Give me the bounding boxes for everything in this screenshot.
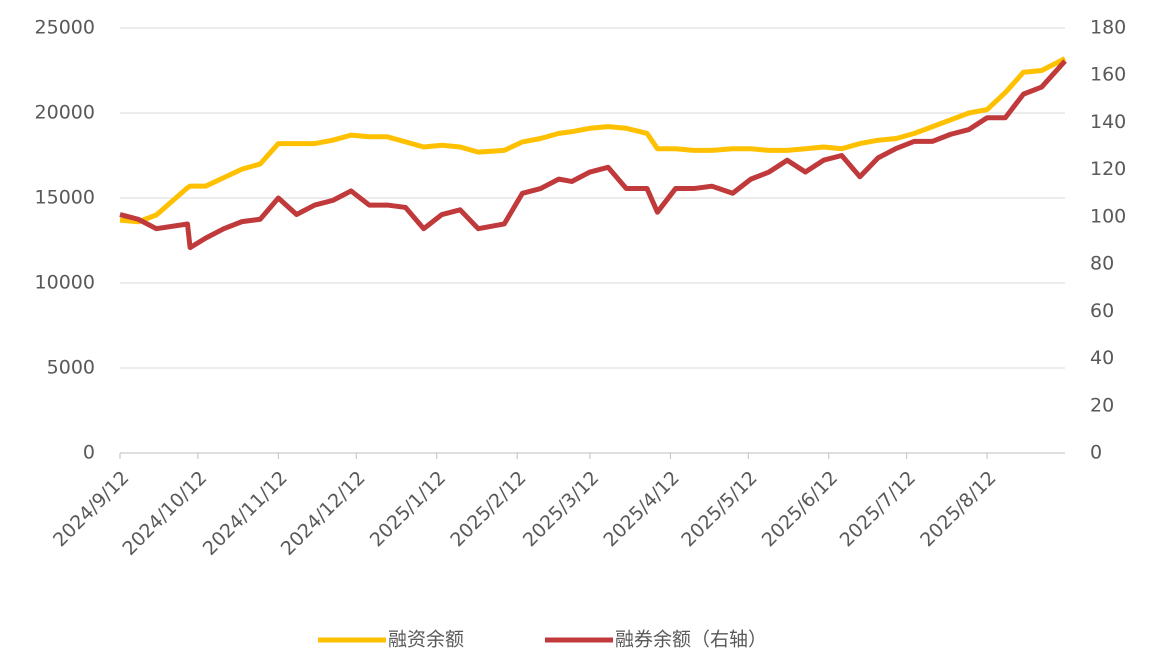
y2-tick-label: 20 xyxy=(1090,394,1114,416)
x-tick-label: 2025/7/12 xyxy=(836,467,920,551)
y2-tick-label: 120 xyxy=(1090,158,1126,180)
x-tick-label: 2025/5/12 xyxy=(677,467,761,551)
y2-tick-label: 60 xyxy=(1090,300,1114,322)
y2-tick-label: 40 xyxy=(1090,347,1114,369)
y2-tick-label: 140 xyxy=(1090,111,1126,133)
y-tick-label: 5000 xyxy=(47,357,95,379)
legend-label: 融券余额（右轴） xyxy=(615,629,767,651)
x-tick-label: 2025/3/12 xyxy=(519,467,603,551)
x-tick-label: 2025/6/12 xyxy=(758,467,842,551)
x-tick-label: 2024/12/12 xyxy=(277,467,370,560)
y-tick-label: 0 xyxy=(83,442,95,464)
y2-tick-label: 80 xyxy=(1090,253,1114,275)
y-tick-label: 20000 xyxy=(35,102,95,124)
x-tick-label: 2025/4/12 xyxy=(599,467,683,551)
series-line xyxy=(119,56,1067,225)
y-tick-label: 25000 xyxy=(35,17,95,39)
y-tick-label: 10000 xyxy=(35,272,95,294)
x-tick-label: 2025/8/12 xyxy=(916,467,1000,551)
x-tick-label: 2024/10/12 xyxy=(118,467,211,560)
y2-tick-label: 180 xyxy=(1090,17,1126,39)
legend-label: 融资余额 xyxy=(388,629,464,651)
series-line xyxy=(119,59,1067,251)
x-tick-label: 2025/2/12 xyxy=(446,467,530,551)
x-tick-label: 2025/1/12 xyxy=(366,467,450,551)
y2-tick-label: 160 xyxy=(1090,64,1126,86)
y2-tick-label: 100 xyxy=(1090,205,1126,227)
x-tick-label: 2024/9/12 xyxy=(49,467,133,551)
y2-tick-label: 0 xyxy=(1090,442,1102,464)
y-tick-label: 15000 xyxy=(35,187,95,209)
